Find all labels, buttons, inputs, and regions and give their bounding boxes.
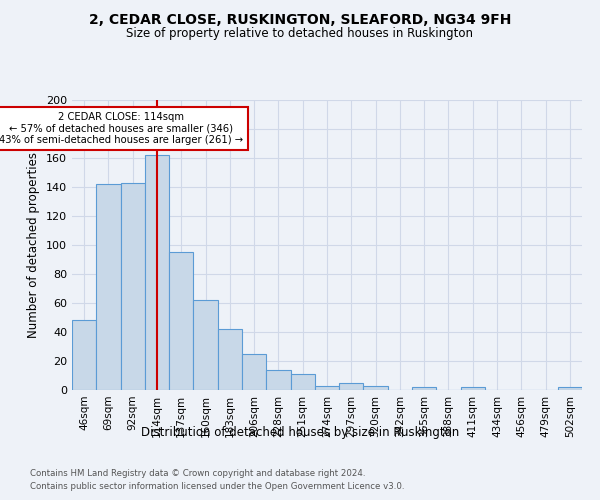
Bar — [558, 387, 582, 390]
Text: 2 CEDAR CLOSE: 114sqm
← 57% of detached houses are smaller (346)
43% of semi-det: 2 CEDAR CLOSE: 114sqm ← 57% of detached … — [0, 112, 242, 145]
Text: Contains public sector information licensed under the Open Government Licence v3: Contains public sector information licen… — [30, 482, 404, 491]
Bar — [193, 300, 218, 390]
Bar — [339, 383, 364, 390]
Bar — [218, 329, 242, 390]
Bar — [290, 374, 315, 390]
Bar — [315, 386, 339, 390]
Text: Size of property relative to detached houses in Ruskington: Size of property relative to detached ho… — [127, 28, 473, 40]
Bar — [266, 370, 290, 390]
Bar — [169, 252, 193, 390]
Bar — [121, 182, 145, 390]
Text: Distribution of detached houses by size in Ruskington: Distribution of detached houses by size … — [141, 426, 459, 439]
Bar — [242, 354, 266, 390]
Bar — [145, 155, 169, 390]
Text: Contains HM Land Registry data © Crown copyright and database right 2024.: Contains HM Land Registry data © Crown c… — [30, 468, 365, 477]
Bar — [72, 320, 96, 390]
Bar — [461, 387, 485, 390]
Y-axis label: Number of detached properties: Number of detached properties — [28, 152, 40, 338]
Bar — [96, 184, 121, 390]
Bar — [364, 386, 388, 390]
Bar — [412, 387, 436, 390]
Text: 2, CEDAR CLOSE, RUSKINGTON, SLEAFORD, NG34 9FH: 2, CEDAR CLOSE, RUSKINGTON, SLEAFORD, NG… — [89, 12, 511, 26]
